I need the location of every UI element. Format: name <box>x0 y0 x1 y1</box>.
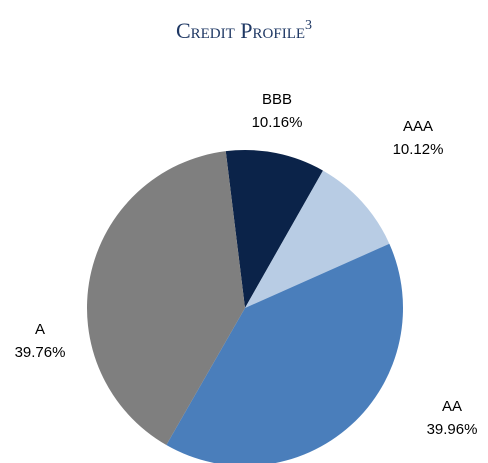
slice-value-label: 10.16% <box>252 114 303 131</box>
slice-category-label: A <box>35 321 45 338</box>
title-footnote: 3 <box>305 18 312 33</box>
slice-category-label: AAA <box>403 118 433 135</box>
pie-slice <box>86 151 245 446</box>
slice-category-label: BBB <box>262 91 292 108</box>
pie-slice <box>166 243 403 463</box>
slice-value-label: 39.76% <box>15 344 66 361</box>
chart-title: Credit Profile3 <box>176 18 312 43</box>
slice-value-label: 10.12% <box>393 141 444 158</box>
slice-value-label: 39.96% <box>427 421 478 438</box>
title-text: Credit Profile <box>176 18 305 43</box>
slice-category-label: AA <box>442 398 462 415</box>
pie-slice <box>225 150 323 308</box>
pie-slice <box>245 170 390 308</box>
